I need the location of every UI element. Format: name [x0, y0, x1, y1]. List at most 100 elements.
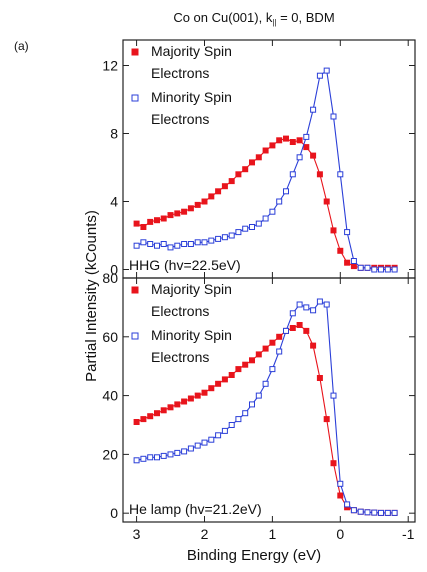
- minority-data-point: [147, 454, 154, 461]
- majority-data-point: [208, 193, 215, 200]
- figure-title: Co on Cu(001), k|| = 0, BDM: [173, 10, 334, 27]
- minority-data-point: [344, 501, 351, 508]
- minority-data-point: [228, 422, 235, 428]
- minority-data-point: [242, 225, 249, 232]
- majority-data-point: [303, 327, 310, 334]
- minority-data-point: [262, 215, 269, 222]
- majority-data-point: [140, 416, 147, 423]
- minority-data-point: [235, 229, 242, 236]
- y-tick-label: 60: [102, 329, 118, 345]
- majority-data-point: [269, 339, 276, 346]
- minority-data-point: [357, 508, 364, 515]
- majority-data-point: [147, 218, 154, 225]
- minority-data-point: [215, 235, 222, 242]
- majority-data-point: [344, 259, 351, 266]
- minority-data-point: [221, 234, 228, 241]
- majority-data-point: [316, 375, 323, 381]
- minority-data-point: [371, 509, 378, 516]
- majority-data-point: [303, 144, 310, 151]
- majority-data-point: [323, 198, 330, 205]
- minority-data-point: [147, 241, 154, 247]
- minority-data-point: [296, 154, 303, 161]
- minority-data-point: [276, 348, 283, 355]
- majority-data-point: [296, 322, 303, 328]
- majority-data-point: [269, 142, 276, 149]
- majority-data-point: [242, 361, 249, 368]
- minority-data-point: [255, 220, 262, 227]
- minority-data-point: [208, 237, 215, 244]
- minority-data-point: [167, 451, 174, 458]
- minority-data-point: [235, 416, 242, 423]
- legend-label: Minority Spin: [151, 89, 232, 105]
- x-axis-label: Binding Energy (eV): [187, 547, 321, 564]
- majority-data-point: [221, 376, 228, 383]
- figure-title-main: Co on Cu(001), k: [173, 10, 272, 25]
- minority-data-point: [167, 244, 174, 251]
- y-tick-label: 4: [110, 194, 118, 210]
- majority-data-point: [310, 152, 317, 159]
- majority-data-point: [330, 227, 337, 234]
- majority-data-point: [147, 413, 154, 420]
- minority-data-point: [174, 242, 181, 249]
- majority-data-point: [323, 416, 330, 423]
- minority-data-point: [133, 242, 140, 249]
- majority-data-point: [160, 215, 167, 222]
- majority-data-point: [310, 342, 317, 349]
- majority-data-point: [187, 395, 194, 402]
- minority-data-point: [208, 436, 215, 443]
- minority-data-point: [364, 264, 371, 271]
- legend-marker-minority: [131, 332, 139, 340]
- minority-data-point: [330, 113, 337, 120]
- majority-data-point: [215, 380, 222, 387]
- minority-data-point: [228, 232, 235, 239]
- figure-title-suffix: = 0, BDM: [276, 10, 334, 25]
- minority-data-point: [391, 266, 398, 273]
- minority-data-point: [181, 241, 188, 247]
- panel-top: 0 4 8 12 Majority Spin Electrons Minority Spin…: [102, 39, 416, 279]
- majority-data-point: [154, 410, 160, 417]
- minority-data-point: [364, 509, 371, 516]
- y-tick-label: 20: [102, 446, 118, 462]
- x-tick-label: 2: [201, 526, 209, 542]
- minority-data-point: [255, 392, 262, 399]
- majority-data-point: [181, 208, 188, 215]
- minority-data-point: [384, 266, 391, 273]
- minority-data-point: [378, 509, 384, 516]
- majority-data-point: [140, 224, 147, 230]
- legend-label-line2: Electrons: [151, 111, 209, 127]
- minority-data-point: [187, 445, 194, 452]
- majority-data-point: [201, 198, 208, 205]
- y-axis-label: Partial Intensity (kCounts): [83, 210, 100, 382]
- legend-label: Majority Spin: [151, 281, 232, 297]
- y-tick-label: 12: [102, 58, 118, 74]
- legend-label-line2: Electrons: [151, 349, 209, 365]
- majority-data-point: [276, 333, 283, 340]
- legend-marker-minority: [131, 94, 139, 102]
- minority-data-point: [160, 241, 167, 247]
- panel-label: (a): [14, 39, 29, 53]
- minority-data-point: [194, 239, 201, 246]
- majority-data-point: [262, 345, 269, 352]
- legend-marker-majority: [131, 48, 139, 56]
- majority-data-point: [276, 137, 283, 144]
- y-tick-label: 8: [110, 126, 118, 142]
- majority-data-point: [174, 401, 181, 408]
- minority-data-point: [330, 392, 337, 399]
- minority-data-point: [337, 171, 344, 178]
- majority-data-point: [181, 398, 188, 405]
- panel-bottom: 0 20 40 60 80 3 2 1 0 -1 Majority Spin Electrons Min…: [102, 270, 416, 542]
- majority-data-point: [262, 147, 269, 154]
- minority-data-point: [154, 454, 160, 461]
- minority-data-point: [181, 448, 188, 455]
- legend-label-line2: Electrons: [151, 65, 209, 81]
- minority-data-point: [378, 266, 384, 273]
- minority-data-point: [303, 304, 310, 311]
- minority-data-point: [337, 480, 344, 487]
- majority-data-point: [215, 188, 222, 195]
- minority-data-point: [296, 301, 303, 308]
- minority-data-point: [344, 229, 351, 236]
- x-tick-label: 0: [336, 526, 344, 542]
- majority-data-point: [255, 351, 262, 358]
- minority-data-point: [221, 427, 228, 434]
